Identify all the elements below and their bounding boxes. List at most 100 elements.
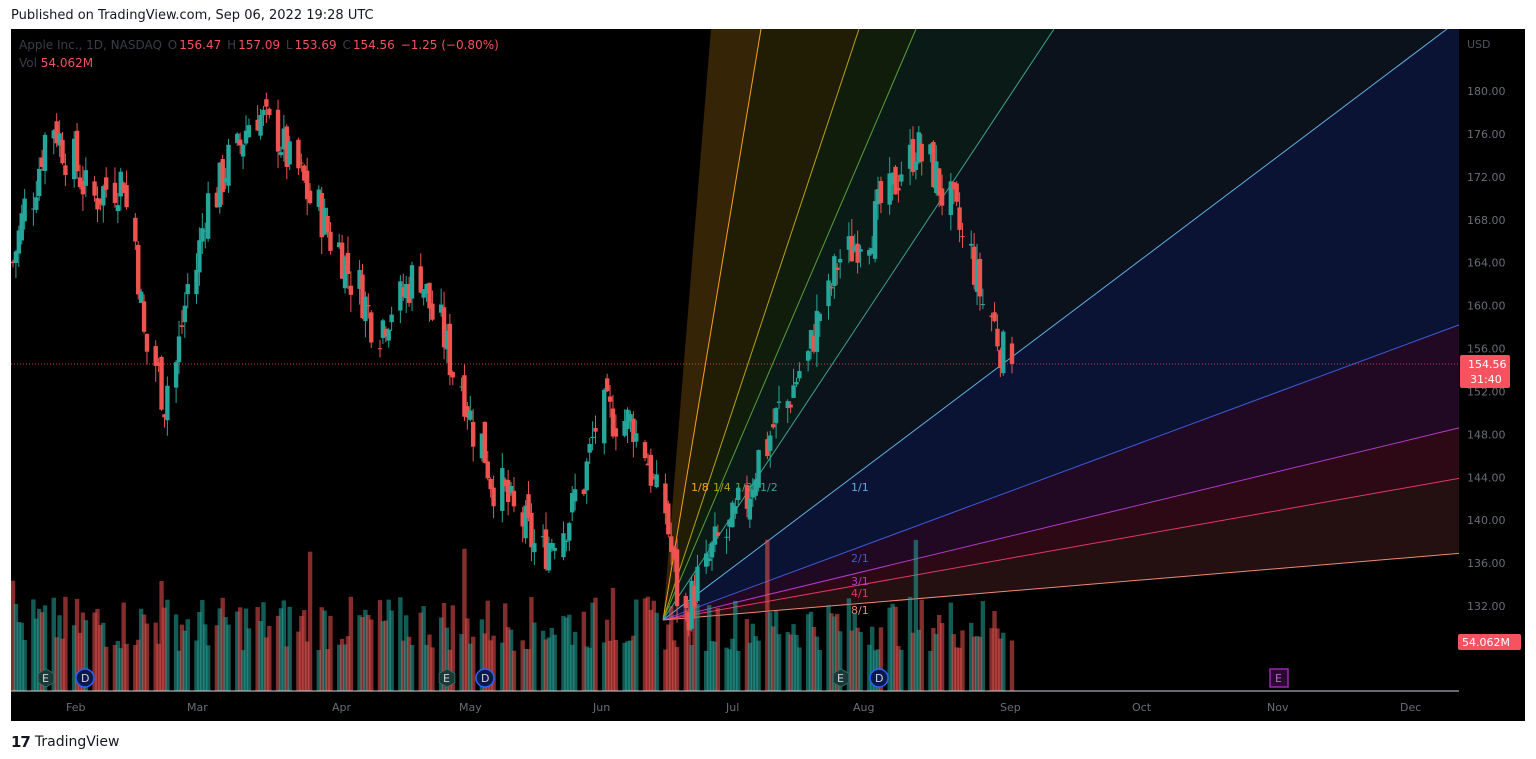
volume-bar (156, 643, 161, 691)
candles (11, 92, 1015, 637)
candle-body (523, 505, 528, 539)
candle-body (750, 489, 755, 498)
candle-body (692, 585, 697, 607)
volume-bar (642, 598, 648, 691)
candle-body (409, 265, 415, 299)
volume-bar (383, 620, 389, 691)
candle-body (339, 242, 345, 279)
candle-body (319, 192, 324, 238)
volume-bar (998, 638, 1003, 691)
candle-body (80, 180, 86, 195)
candle-body (482, 421, 488, 464)
time-tick: Mar (187, 701, 208, 714)
brand-name: TradingView (34, 734, 120, 750)
price-tick: 148.00 (1467, 428, 1506, 441)
chart-area[interactable]: 1/8 1/4 1/3 1/2 1/1 2/1 3/1 4/1 8/1 USD 180.00 176.… (11, 29, 1525, 721)
volume-bar (296, 631, 301, 691)
volume-bar (756, 640, 761, 691)
candle-body (307, 190, 313, 204)
candle-body (855, 243, 860, 263)
candle-body (998, 350, 1003, 369)
candle-body (893, 166, 898, 195)
candle-body (849, 235, 855, 262)
legend-open: 156.47 (179, 38, 222, 52)
candle-body (805, 351, 811, 361)
volume-bar (980, 601, 986, 691)
legend-high-label: H (227, 38, 237, 52)
volume-bar (686, 614, 691, 691)
candle-body (377, 348, 383, 350)
candle-body (957, 207, 962, 230)
volume-bar (450, 605, 455, 691)
volume-bar (377, 600, 383, 691)
candle-body (505, 480, 511, 503)
candle-body (549, 543, 555, 549)
volume-bar (893, 606, 898, 691)
volume-bar (814, 636, 820, 691)
candle-body (299, 162, 304, 164)
price-tick: 180.00 (1467, 85, 1506, 98)
volume-bar (776, 634, 782, 691)
volume-bar (989, 628, 994, 691)
volume-bar (948, 602, 954, 691)
volume-bar (671, 640, 677, 691)
candle-body (328, 231, 333, 251)
volume-bar (572, 631, 578, 691)
candle-body (867, 249, 872, 256)
volume-bar (287, 606, 292, 691)
volume-bar (275, 615, 281, 691)
candle-body (733, 506, 738, 514)
volume-bar (115, 640, 121, 691)
candle-body (977, 258, 983, 297)
candle-body (337, 242, 342, 248)
volume-bar (797, 647, 802, 691)
tradingview-brand[interactable]: 17 TradingView (11, 733, 119, 751)
volume-bar (22, 639, 27, 691)
volume-bar (386, 599, 391, 691)
volume-bar (936, 614, 942, 691)
candle-body (593, 427, 598, 432)
volume-bar (71, 625, 77, 691)
volume-bar (523, 648, 528, 691)
candle-body (907, 144, 913, 169)
last-price-badge-text: 154.56 (1468, 358, 1507, 371)
candle-body (989, 315, 994, 318)
volume-bar (939, 623, 945, 691)
volume-bar (124, 643, 129, 691)
fan-label: 1/4 (713, 481, 731, 494)
volume-bar (185, 619, 190, 691)
candle-body (703, 553, 709, 567)
volume-bar (226, 624, 231, 691)
volume-bar (51, 597, 56, 691)
fan-line-1/8 (662, 29, 762, 621)
volume-bar (42, 605, 48, 691)
volume-bar (890, 603, 895, 691)
candle-body (470, 421, 476, 447)
volume-bar (960, 630, 965, 691)
volume-bar (651, 600, 656, 691)
candle-body (814, 310, 820, 352)
volume-bar (39, 612, 45, 691)
volume-bar (604, 619, 610, 691)
volume-bar (284, 646, 289, 691)
price-chart[interactable]: 1/8 1/4 1/3 1/2 1/12/13/14/18/1USD180.00176.… (11, 29, 1525, 721)
volume-bar (500, 642, 505, 691)
volume-bar (267, 625, 272, 691)
volume-bar (913, 539, 919, 691)
volume-bar (101, 622, 106, 691)
candle-body (951, 182, 956, 190)
candle-body (63, 165, 68, 176)
earnings-icon-letter: E (837, 672, 844, 685)
volume-bar (753, 636, 758, 691)
volume-bar (380, 621, 386, 691)
volume-bar (214, 625, 220, 691)
volume-bar (765, 539, 770, 691)
volume-bar (505, 627, 511, 691)
volume-bar (564, 617, 569, 691)
volume-bar (992, 611, 997, 691)
candle-body (747, 498, 753, 520)
fan-label: 1/2 (760, 481, 778, 494)
time-tick: Apr (332, 701, 352, 714)
volume-bar (712, 641, 718, 691)
candle-body (438, 304, 444, 313)
